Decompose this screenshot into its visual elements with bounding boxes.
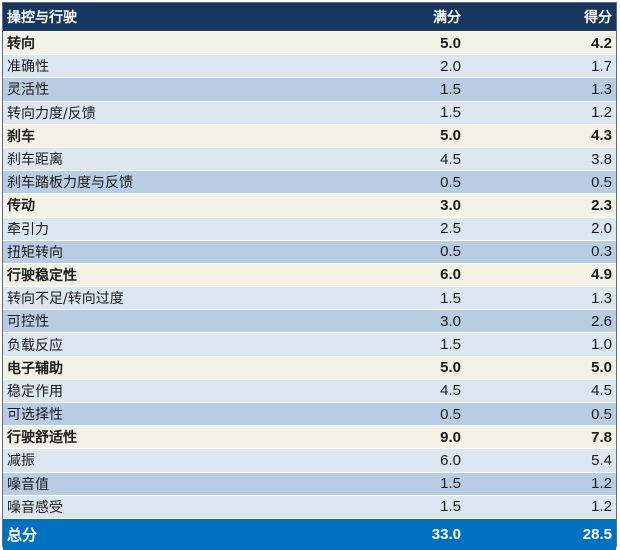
table-header: 操控与行驶 满分 得分 — [3, 3, 616, 32]
item-row: 刹车踏板力度与反馈 0.5 0.5 — [3, 171, 616, 195]
row-score: 1.3 — [591, 289, 612, 307]
row-score: 0.3 — [591, 243, 612, 261]
total-score: 28.5 — [582, 525, 612, 543]
row-name: 刹车 — [7, 128, 35, 145]
item-row: 负载反应 1.5 1.0 — [3, 333, 616, 357]
row-max: 6.0 — [440, 451, 461, 469]
row-score: 1.7 — [591, 57, 612, 75]
row-score: 2.6 — [591, 312, 612, 330]
row-score: 1.3 — [591, 80, 612, 98]
row-name: 电子辅助 — [7, 360, 63, 377]
row-max: 4.5 — [440, 382, 461, 400]
row-max: 1.5 — [440, 289, 461, 307]
row-name: 负载反应 — [7, 337, 63, 354]
row-max: 5.0 — [440, 127, 461, 145]
row-name: 可控性 — [7, 314, 49, 331]
row-max: 3.0 — [440, 196, 461, 214]
row-score: 0.5 — [591, 405, 612, 423]
row-name: 转向力度/反馈 — [7, 105, 96, 122]
header-max: 满分 — [433, 10, 461, 26]
row-max: 0.5 — [440, 405, 461, 423]
total-label: 总分 — [7, 525, 38, 544]
item-row: 灵活性 1.5 1.3 — [3, 78, 616, 102]
row-name: 稳定作用 — [7, 383, 63, 400]
row-max: 1.5 — [440, 336, 461, 354]
row-max: 0.5 — [440, 173, 461, 191]
row-name: 刹车距离 — [7, 152, 63, 169]
row-name: 灵活性 — [7, 82, 49, 99]
item-row: 刹车距离 4.5 3.8 — [3, 147, 616, 172]
row-max: 1.5 — [440, 80, 461, 98]
row-score: 7.8 — [591, 428, 612, 446]
row-name: 牵引力 — [7, 221, 49, 238]
row-name: 可选择性 — [7, 407, 63, 424]
row-name: 行驶舒适性 — [7, 430, 77, 447]
row-score: 2.3 — [591, 196, 612, 214]
row-max: 3.0 — [440, 312, 461, 330]
row-max: 9.0 — [440, 428, 461, 446]
row-score: 2.0 — [591, 220, 612, 238]
row-max: 2.5 — [440, 220, 461, 238]
category-row: 传动 3.0 2.3 — [3, 194, 616, 218]
category-row: 行驶稳定性 6.0 4.9 — [3, 263, 616, 288]
item-row: 噪音感受 1.5 1.2 — [3, 495, 616, 519]
row-score: 1.2 — [591, 498, 612, 516]
row-name: 噪音感受 — [7, 499, 63, 516]
item-row: 扭矩转向 0.5 0.3 — [3, 240, 616, 264]
row-score: 1.0 — [591, 336, 612, 354]
row-name: 扭矩转向 — [7, 244, 63, 261]
row-score: 3.8 — [591, 150, 612, 168]
item-row: 转向不足/转向过度 1.5 1.3 — [3, 287, 616, 311]
category-row: 刹车 5.0 4.3 — [3, 124, 616, 148]
row-score: 4.3 — [591, 127, 612, 145]
header-category: 操控与行驶 — [7, 10, 77, 26]
table-body: 转向 5.0 4.2 准确性 2.0 1.7 灵活性 1.5 1.3 转向力度/反馈 1.5 1.2 刹… — [3, 32, 616, 519]
row-score: 4.2 — [591, 34, 612, 52]
item-row: 减振 6.0 5.4 — [3, 449, 616, 473]
item-row: 可选择性 0.5 0.5 — [3, 403, 616, 427]
row-max: 5.0 — [440, 34, 461, 52]
row-max: 2.0 — [440, 57, 461, 75]
category-row: 转向 5.0 4.2 — [3, 32, 616, 56]
category-row: 电子辅助 5.0 5.0 — [3, 356, 616, 380]
row-name: 刹车踏板力度与反馈 — [7, 175, 133, 192]
row-max: 5.0 — [440, 359, 461, 377]
row-score: 4.5 — [591, 382, 612, 400]
item-row: 准确性 2.0 1.7 — [3, 55, 616, 79]
item-row: 稳定作用 4.5 4.5 — [3, 379, 616, 403]
row-name: 传动 — [7, 198, 35, 215]
row-score: 5.0 — [591, 359, 612, 377]
total-row: 总分 33.0 28.5 — [3, 518, 616, 550]
category-row: 行驶舒适性 9.0 7.8 — [3, 426, 616, 450]
row-score: 1.2 — [591, 475, 612, 493]
row-name: 噪音值 — [7, 476, 49, 493]
item-row: 转向力度/反馈 1.5 1.2 — [3, 101, 616, 125]
row-score: 5.4 — [591, 451, 612, 469]
row-name: 减振 — [7, 453, 35, 470]
row-name: 行驶稳定性 — [7, 267, 77, 284]
row-name: 转向 — [7, 36, 35, 53]
row-name: 转向不足/转向过度 — [7, 291, 124, 308]
row-max: 1.5 — [440, 475, 461, 493]
item-row: 可控性 3.0 2.6 — [3, 310, 616, 334]
row-score: 4.9 — [591, 266, 612, 284]
row-max: 4.5 — [440, 150, 461, 168]
row-max: 1.5 — [440, 104, 461, 122]
header-score: 得分 — [584, 10, 612, 26]
row-score: 1.2 — [591, 104, 612, 122]
total-max: 33.0 — [431, 525, 461, 543]
item-row: 牵引力 2.5 2.0 — [3, 217, 616, 241]
row-max: 1.5 — [440, 498, 461, 516]
row-max: 0.5 — [440, 243, 461, 261]
row-score: 0.5 — [591, 173, 612, 191]
row-max: 6.0 — [440, 266, 461, 284]
item-row: 噪音值 1.5 1.2 — [3, 472, 616, 496]
row-name: 准确性 — [7, 59, 49, 76]
